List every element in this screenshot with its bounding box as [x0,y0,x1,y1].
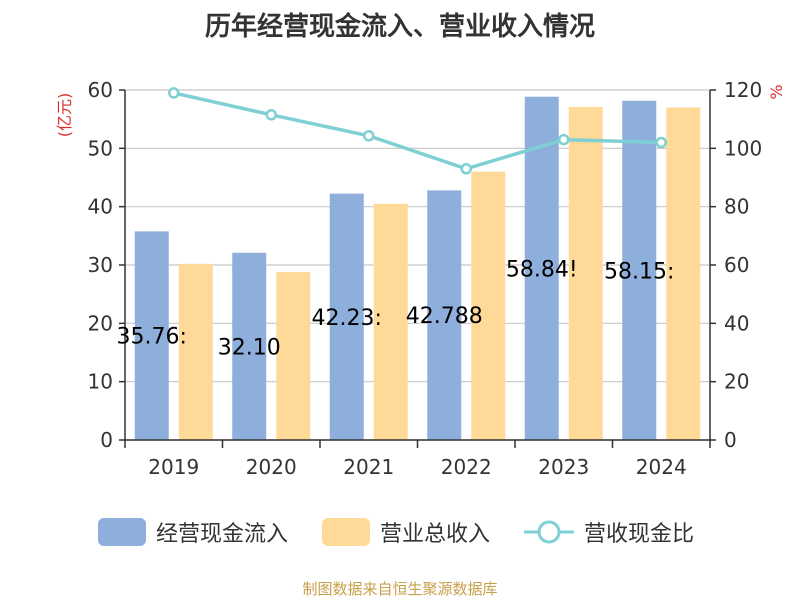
legend-swatch-cash-inflow [98,518,146,546]
legend-line-ratio-icon [524,518,574,546]
bar-revenue [471,171,506,440]
ratio-point [363,130,375,142]
legend-item-cash-inflow[interactable]: 经营现金流入 [98,516,288,548]
legend-swatch-revenue [322,518,370,546]
legend-item-ratio[interactable]: 营收现金比 [524,516,694,548]
legend-label-revenue: 营业总收入 [380,522,491,547]
ratio-point [655,136,667,149]
bar-cash-inflow [524,96,559,440]
y-right-axis-label: % [767,84,786,99]
x-tick-label: 2022 [441,455,492,479]
ratio-line [173,91,662,171]
bar-data-label: 42.788 [406,304,483,329]
y-left-tick-label: 10 [88,370,113,394]
bar-data-label: 58.15: [604,259,674,284]
x-tick-label: 2024 [636,455,687,479]
bar-cash-inflow [427,190,462,440]
bar-revenue [666,107,701,440]
bar-revenue [568,106,603,441]
bar-cash-inflow [622,100,657,441]
y-left-tick-label: 50 [88,136,113,160]
y-left-tick-label: 0 [100,428,113,452]
ratio-point [460,163,472,175]
bar-cash-inflow [134,231,169,440]
y-left-axis-label: (亿元) [55,93,74,138]
bar-revenue [178,263,213,440]
bar-cash-inflow [329,193,364,440]
bar-data-label: 42.23: [312,306,382,331]
bar-data-label: 32.10 [218,335,281,360]
y-right-tick-label: 0 [724,428,737,452]
bar-revenue [276,272,311,440]
bar-cash-inflow [232,252,267,440]
chart-title: 历年经营现金流入、营业收入情况 [204,12,595,42]
y-left-tick-label: 40 [88,195,113,219]
y-right-tick-label: 60 [724,253,749,277]
legend-label-cash-inflow: 经营现金流入 [156,522,289,547]
ratio-point [168,87,180,99]
y-left-tick-label: 20 [88,311,113,335]
y-right-tick-label: 120 [724,78,762,102]
y-left-tick-label: 60 [88,78,113,102]
x-tick-label: 2020 [246,455,297,479]
source-note: 制图数据来自恒生聚源数据库 [302,580,498,598]
y-right-tick-label: 100 [724,136,762,160]
ratio-point [558,133,570,146]
y-right-tick-label: 80 [724,195,749,219]
bar-data-label: 58.84! [506,257,578,282]
y-right-tick-label: 20 [724,370,749,394]
ratio-point [265,109,277,121]
y-right-tick-label: 40 [724,311,749,335]
x-tick-label: 2023 [538,455,589,479]
legend-label-ratio: 营收现金比 [584,522,695,547]
x-tick-label: 2021 [343,455,394,479]
y-left-tick-label: 30 [88,253,113,277]
x-tick-label: 2019 [148,455,199,479]
legend-item-revenue[interactable]: 营业总收入 [322,516,490,548]
bar-revenue [373,203,408,440]
bar-data-label: 35.76: [117,325,187,350]
